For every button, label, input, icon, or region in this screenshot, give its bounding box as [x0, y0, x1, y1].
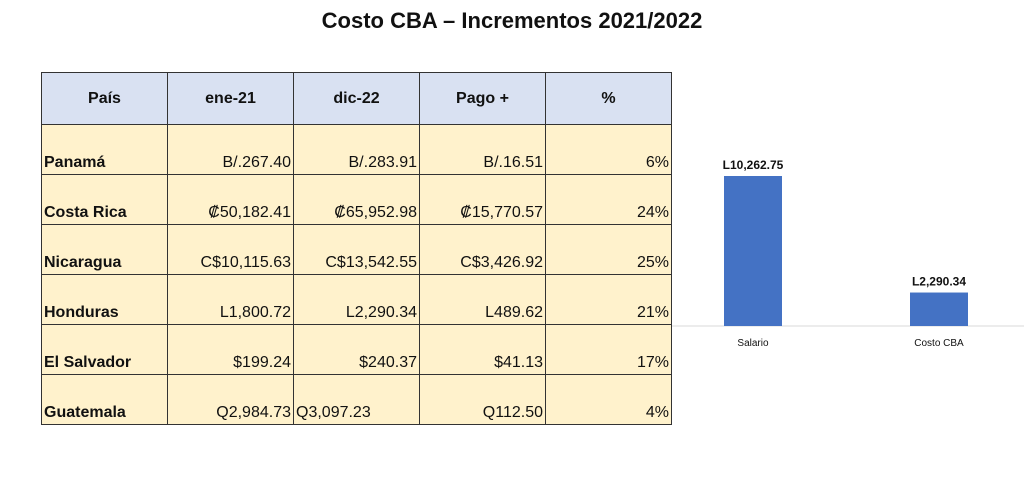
cba-table: País ene-21 dic-22 Pago + % Panamá B/.26…: [41, 72, 672, 425]
cell-dic22: C$13,542.55: [293, 224, 420, 275]
data-label: L2,290.34: [912, 275, 966, 289]
header-ene21: ene-21: [167, 72, 294, 125]
cell-pct: 21%: [545, 274, 672, 325]
cell-pct: 6%: [545, 124, 672, 175]
cell-ene21: $199.24: [167, 324, 294, 375]
cell-ene21: Q2,984.73: [167, 374, 294, 425]
cell-country: Panamá: [41, 124, 168, 175]
header-dic22: dic-22: [293, 72, 420, 125]
cell-country: Guatemala: [41, 374, 168, 425]
cell-pago: L489.62: [419, 274, 546, 325]
table-header-row: País ene-21 dic-22 Pago + %: [41, 72, 672, 125]
table-row: Nicaragua C$10,115.63 C$13,542.55 C$3,42…: [41, 224, 672, 275]
cell-dic22: L2,290.34: [293, 274, 420, 325]
header-pago: Pago +: [419, 72, 546, 125]
cell-dic22: $240.37: [293, 324, 420, 375]
cell-pago: ₡15,770.57: [419, 174, 546, 225]
header-pais: País: [41, 72, 168, 125]
data-label: L10,262.75: [723, 158, 784, 172]
salario-vs-cba-bar-chart: L10,262.75 Salario L2,290.34 Costo CBA: [672, 158, 1024, 349]
bar-costo-cba: [910, 292, 968, 326]
category-label: Salario: [737, 338, 769, 349]
cell-ene21: L1,800.72: [167, 274, 294, 325]
header-pct: %: [545, 72, 672, 125]
table-row: Honduras L1,800.72 L2,290.34 L489.62 21%: [41, 274, 672, 325]
cell-dic22: ₡65,952.98: [293, 174, 420, 225]
cell-pago: C$3,426.92: [419, 224, 546, 275]
bar-salario: [724, 176, 782, 326]
cell-pct: 17%: [545, 324, 672, 375]
cell-dic22: B/.283.91: [293, 124, 420, 175]
cell-ene21: B/.267.40: [167, 124, 294, 175]
cell-pct: 4%: [545, 374, 672, 425]
table-row: Panamá B/.267.40 B/.283.91 B/.16.51 6%: [41, 124, 672, 175]
page-title: Costo CBA – Incrementos 2021/2022: [321, 8, 703, 33]
cell-pago: B/.16.51: [419, 124, 546, 175]
cell-ene21: ₡50,182.41: [167, 174, 294, 225]
cell-country: Costa Rica: [41, 174, 168, 225]
cell-pago: Q112.50: [419, 374, 546, 425]
cell-ene21: C$10,115.63: [167, 224, 294, 275]
table-row: Costa Rica ₡50,182.41 ₡65,952.98 ₡15,770…: [41, 174, 672, 225]
cell-country: El Salvador: [41, 324, 168, 375]
table-row: El Salvador $199.24 $240.37 $41.13 17%: [41, 324, 672, 375]
cell-country: Honduras: [41, 274, 168, 325]
cell-pct: 25%: [545, 224, 672, 275]
cell-pct: 24%: [545, 174, 672, 225]
cell-country: Nicaragua: [41, 224, 168, 275]
cell-pago: $41.13: [419, 324, 546, 375]
cell-dic22: Q3,097.23: [293, 374, 420, 425]
table-row: Guatemala Q2,984.73 Q3,097.23 Q112.50 4%: [41, 374, 672, 425]
category-label: Costo CBA: [914, 338, 964, 349]
